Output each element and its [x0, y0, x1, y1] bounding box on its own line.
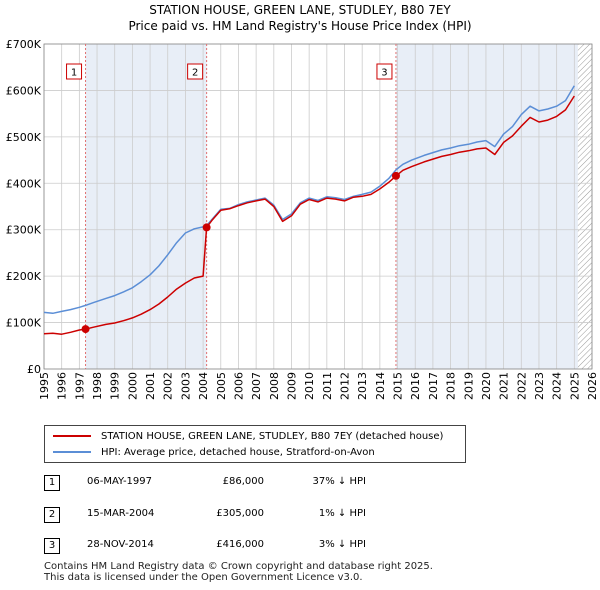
x-tick-label: 1997	[73, 372, 86, 400]
transaction-number: 2	[44, 507, 60, 523]
hpi-line	[43, 85, 575, 315]
future-hatch	[577, 44, 592, 369]
transaction-hpi: 37% ↓ HPI	[312, 476, 366, 487]
y-tick-label: £600K	[6, 84, 42, 97]
transaction-date: 28-NOV-2014	[87, 539, 154, 550]
x-tick-label: 2017	[427, 372, 440, 400]
ownership-shade	[85, 44, 207, 369]
y-tick-label: £300K	[6, 224, 42, 237]
sale-point	[202, 223, 211, 232]
chart-subtitle: Price paid vs. HM Land Registry's House …	[128, 19, 472, 33]
x-tick-label: 1995	[38, 372, 51, 400]
price-chart: £0 £100K £200K £300K £400K £500K £600K £700K 199…	[6, 38, 599, 400]
transaction-date: 15-MAR-2004	[87, 508, 155, 519]
x-tick-label: 2010	[303, 372, 316, 400]
x-tick-label: 2001	[144, 372, 157, 400]
chart-title: STATION HOUSE, GREEN LANE, STUDLEY, B80 …	[149, 3, 451, 17]
plot-frame	[43, 43, 593, 370]
price-paid-line	[43, 95, 575, 335]
sale-marker-box	[187, 63, 204, 80]
x-tick-label: 1999	[109, 372, 122, 400]
legend-label-price: STATION HOUSE, GREEN LANE, STUDLEY, B80 …	[101, 430, 444, 442]
x-tick-label: 2012	[339, 372, 352, 400]
x-tick-label: 2004	[197, 372, 210, 400]
x-tick-label: 2007	[250, 372, 263, 400]
x-tick-label: 2014	[374, 372, 387, 400]
x-tick-label: 1998	[91, 372, 104, 400]
x-tick-label: 2015	[392, 372, 405, 400]
y-tick-label: £200K	[6, 270, 42, 283]
x-tick-label: 2011	[321, 372, 334, 400]
x-tick-label: 2018	[445, 372, 458, 400]
x-tick-label: 2016	[409, 372, 422, 400]
y-tick-label: £500K	[6, 131, 42, 144]
x-tick-label: 2024	[551, 372, 564, 400]
sale-marker-box	[376, 63, 393, 80]
y-tick-label: £100K	[6, 317, 42, 330]
x-tick-label: 2009	[285, 372, 298, 400]
transaction-price: £86,000	[222, 476, 264, 487]
sale-point	[81, 325, 90, 334]
sale-marker-label: 1	[71, 68, 77, 79]
x-tick-label: 2022	[515, 372, 528, 400]
legend-swatch-hpi	[53, 451, 91, 453]
y-tick-label: £0	[27, 363, 41, 376]
footer-attribution: Contains HM Land Registry data © Crown c…	[44, 561, 433, 583]
transaction-hpi: 1% ↓ HPI	[318, 508, 366, 519]
x-tick-label: 2003	[179, 372, 192, 400]
sale-marker-label: 2	[192, 68, 198, 79]
x-tick-label: 2019	[462, 372, 475, 400]
transaction-price: £305,000	[216, 508, 264, 519]
footer-line: Contains HM Land Registry data © Crown c…	[44, 561, 433, 572]
x-tick-label: 2008	[268, 372, 281, 400]
ownership-shade	[395, 44, 578, 369]
y-tick-label: £400K	[6, 177, 42, 190]
x-tick-label: 2006	[232, 372, 245, 400]
x-tick-label: 2023	[533, 372, 546, 400]
x-tick-label: 2005	[215, 372, 228, 400]
x-tick-label: 1996	[56, 372, 69, 400]
x-tick-label: 2025	[568, 372, 581, 400]
x-tick-label: 2021	[498, 372, 511, 400]
sale-marker-box	[66, 63, 83, 80]
legend-item-price: STATION HOUSE, GREEN LANE, STUDLEY, B80 …	[53, 428, 443, 444]
x-tick-label: 2026	[586, 372, 599, 400]
sale-marker-label: 3	[381, 68, 387, 79]
legend-swatch-price	[53, 435, 91, 437]
y-tick-label: £700K	[6, 38, 42, 51]
chart-legend: STATION HOUSE, GREEN LANE, STUDLEY, B80 …	[44, 425, 466, 463]
sale-point	[391, 171, 400, 180]
x-tick-label: 2000	[126, 372, 139, 400]
x-tick-label: 2013	[356, 372, 369, 400]
legend-item-hpi: HPI: Average price, detached house, Stra…	[53, 444, 375, 460]
x-tick-label: 2002	[162, 372, 175, 400]
legend-label-hpi: HPI: Average price, detached house, Stra…	[101, 446, 375, 458]
footer-line: This data is licensed under the Open Gov…	[44, 572, 363, 583]
transaction-number: 1	[44, 475, 60, 491]
transaction-number: 3	[44, 538, 60, 554]
transaction-hpi: 3% ↓ HPI	[318, 539, 366, 550]
x-tick-label: 2020	[480, 372, 493, 400]
transaction-price: £416,000	[216, 539, 264, 550]
transaction-date: 06-MAY-1997	[87, 476, 153, 487]
